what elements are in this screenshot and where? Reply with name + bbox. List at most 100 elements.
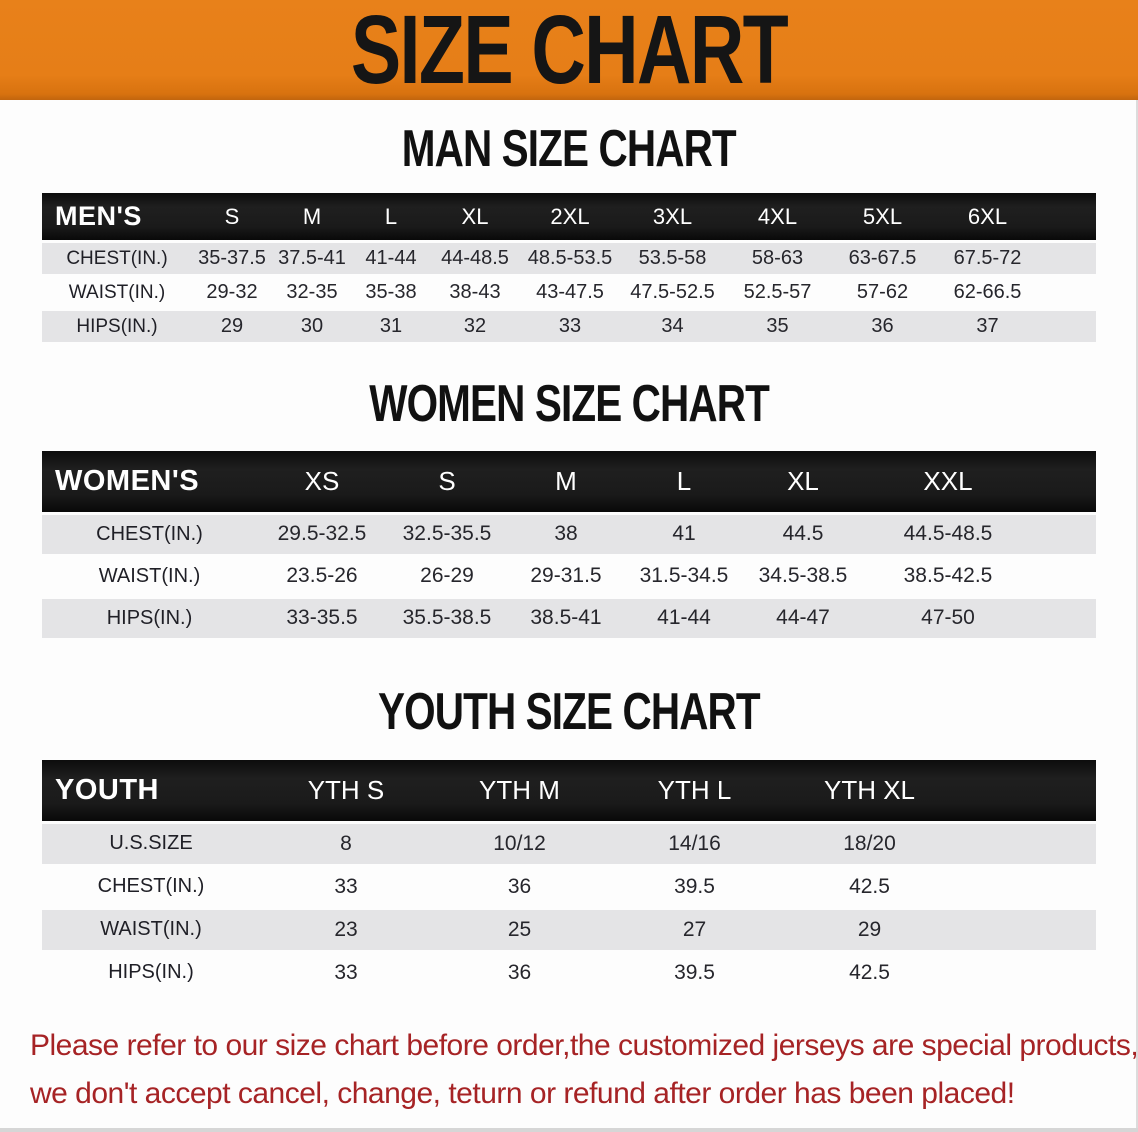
table-header-row: MEN'S S M L XL 2XL 3XL 4XL 5XL 6XL <box>42 193 1096 241</box>
table-row: HIPS(IN.) 29 30 31 32 33 34 35 36 37 <box>42 311 1096 343</box>
measurement-cell: 29 <box>782 909 957 950</box>
table-header-row: WOMEN'S XS S M L XL XXL <box>42 450 1096 512</box>
table-row: CHEST(IN.) 35-37.5 37.5-41 41-44 44-48.5 48.5… <box>42 243 1096 275</box>
size-column-header: YTH L <box>607 759 782 821</box>
size-column-header: S <box>192 193 272 241</box>
measurement-cell: 39.5 <box>607 952 782 993</box>
measurement-cell: 29 <box>192 311 272 343</box>
table-header-row: YOUTH YTH S YTH M YTH L YTH XL <box>42 759 1096 821</box>
spacer-cell <box>1033 556 1096 596</box>
measurement-cell: 36 <box>432 952 607 993</box>
notice-line-2: we don't accept cancel, change, teturn o… <box>30 1076 1015 1110</box>
spacer-cell <box>1040 277 1096 309</box>
measurement-cell: 53.5-58 <box>620 243 725 275</box>
size-column-header: YTH M <box>432 759 607 821</box>
spacer-cell <box>1033 450 1096 512</box>
row-label: WAIST(IN.) <box>42 556 257 596</box>
measurement-cell: 35.5-38.5 <box>387 598 507 638</box>
measurement-cell: 44-47 <box>743 598 863 638</box>
measurement-cell: 29.5-32.5 <box>257 514 387 554</box>
spacer-cell <box>1040 193 1096 241</box>
measurement-cell: 32.5-35.5 <box>387 514 507 554</box>
measurement-cell: 27 <box>607 909 782 950</box>
spacer-cell <box>1040 311 1096 343</box>
measurement-cell: 8 <box>260 823 432 864</box>
measurement-cell: 48.5-53.5 <box>520 243 620 275</box>
measurement-cell: 38-43 <box>430 277 520 309</box>
size-column-header: L <box>625 450 743 512</box>
measurement-cell: 32 <box>430 311 520 343</box>
group-label: YOUTH <box>42 759 260 821</box>
size-column-header: 5XL <box>830 193 935 241</box>
row-label: CHEST(IN.) <box>42 866 260 907</box>
measurement-cell: 43-47.5 <box>520 277 620 309</box>
measurement-cell: 23.5-26 <box>257 556 387 596</box>
man-size-table: MEN'S S M L XL 2XL 3XL 4XL 5XL 6XL CHEST(IN.) 35-3… <box>42 190 1096 345</box>
row-label: CHEST(IN.) <box>42 514 257 554</box>
spacer-cell <box>957 823 1096 864</box>
measurement-cell: 63-67.5 <box>830 243 935 275</box>
spacer-cell <box>957 952 1096 993</box>
measurement-cell: 58-63 <box>725 243 830 275</box>
row-label: CHEST(IN.) <box>42 243 192 275</box>
measurement-cell: 38.5-42.5 <box>863 556 1033 596</box>
size-column-header: YTH XL <box>782 759 957 821</box>
measurement-cell: 41-44 <box>352 243 430 275</box>
measurement-cell: 34.5-38.5 <box>743 556 863 596</box>
measurement-cell: 10/12 <box>432 823 607 864</box>
measurement-cell: 31.5-34.5 <box>625 556 743 596</box>
size-column-header: 6XL <box>935 193 1040 241</box>
measurement-cell: 52.5-57 <box>725 277 830 309</box>
measurement-cell: 36 <box>432 866 607 907</box>
measurement-cell: 38 <box>507 514 625 554</box>
measurement-cell: 39.5 <box>607 866 782 907</box>
size-column-header: M <box>507 450 625 512</box>
measurement-cell: 47.5-52.5 <box>620 277 725 309</box>
measurement-cell: 29-32 <box>192 277 272 309</box>
measurement-cell: 29-31.5 <box>507 556 625 596</box>
row-label: HIPS(IN.) <box>42 598 257 638</box>
measurement-cell: 33-35.5 <box>257 598 387 638</box>
measurement-cell: 33 <box>260 952 432 993</box>
section-title: WOMEN SIZE CHART <box>0 374 1138 433</box>
women-size-table: WOMEN'S XS S M L XL XXL CHEST(IN.) 29.5-32.5 32.… <box>42 448 1096 641</box>
measurement-cell: 23 <box>260 909 432 950</box>
group-label: MEN'S <box>42 193 192 241</box>
man-size-chart-section: MAN SIZE CHART MEN'S S M L XL 2XL 3XL 4XL 5XL 6XL… <box>0 121 1138 345</box>
measurement-cell: 41 <box>625 514 743 554</box>
size-column-header: 2XL <box>520 193 620 241</box>
size-chart-sections: MAN SIZE CHART MEN'S S M L XL 2XL 3XL 4XL 5XL 6XL… <box>0 121 1138 996</box>
measurement-cell: 18/20 <box>782 823 957 864</box>
size-column-header: XS <box>257 450 387 512</box>
table-row: CHEST(IN.) 29.5-32.5 32.5-35.5 38 41 44.5 44.5… <box>42 514 1096 554</box>
page-title: SIZE CHART <box>350 0 789 104</box>
table-row: HIPS(IN.) 33 36 39.5 42.5 <box>42 952 1096 993</box>
size-column-header: 3XL <box>620 193 725 241</box>
size-chart-banner: SIZE CHART <box>0 0 1138 104</box>
section-title: YOUTH SIZE CHART <box>0 683 1138 737</box>
size-column-header: S <box>387 450 507 512</box>
measurement-cell: 41-44 <box>625 598 743 638</box>
women-section-title-text: WOMEN SIZE CHART <box>369 374 770 433</box>
measurement-cell: 35-37.5 <box>192 243 272 275</box>
youth-size-chart-section: YOUTH SIZE CHART YOUTH YTH S YTH M YTH L YTH… <box>0 683 1138 996</box>
section-title: MAN SIZE CHART <box>0 121 1138 175</box>
measurement-cell: 67.5-72 <box>935 243 1040 275</box>
size-column-header: L <box>352 193 430 241</box>
footer-notice: Please refer to our size chart before or… <box>0 1022 1138 1118</box>
spacer-cell <box>957 759 1096 821</box>
spacer-cell <box>1033 514 1096 554</box>
group-label: WOMEN'S <box>42 450 257 512</box>
measurement-cell: 14/16 <box>607 823 782 864</box>
row-label: HIPS(IN.) <box>42 311 192 343</box>
row-label: WAIST(IN.) <box>42 277 192 309</box>
measurement-cell: 42.5 <box>782 866 957 907</box>
measurement-cell: 42.5 <box>782 952 957 993</box>
measurement-cell: 44-48.5 <box>430 243 520 275</box>
spacer-cell <box>1033 598 1096 638</box>
measurement-cell: 44.5 <box>743 514 863 554</box>
measurement-cell: 35-38 <box>352 277 430 309</box>
measurement-cell: 44.5-48.5 <box>863 514 1033 554</box>
table-row: WAIST(IN.) 29-32 32-35 35-38 38-43 43-47.5 47.… <box>42 277 1096 309</box>
